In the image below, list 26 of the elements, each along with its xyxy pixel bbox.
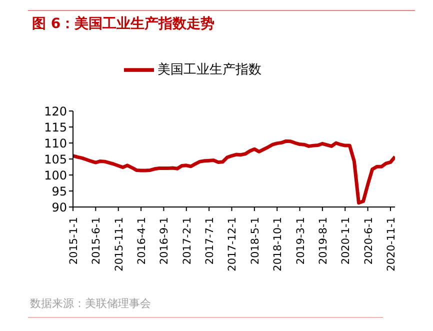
x-tick-label: 2020-11-1 (385, 217, 398, 272)
y-tick-label: 95 (52, 184, 67, 198)
x-tick-label: 2015-6-1 (90, 217, 103, 265)
x-tick-label: 2016-4-1 (136, 217, 148, 265)
x-tick-label: 2016-9-1 (158, 217, 171, 265)
source-note: 数据来源：美联储理事会 (30, 296, 151, 311)
x-tick-label: 2015-11-1 (113, 217, 126, 272)
y-tick-label: 115 (44, 120, 67, 134)
y-tick-label: 120 (44, 104, 67, 118)
x-tick-label: 2017-7-1 (204, 217, 216, 265)
y-tick-label: 105 (44, 152, 67, 166)
x-tick-label: 2015-1-1 (68, 217, 80, 265)
line-series (73, 139, 395, 205)
x-tick-label: 2017-2-1 (181, 217, 194, 265)
y-tick-label: 90 (52, 200, 67, 214)
x-tick-label: 2018-5-1 (249, 217, 262, 265)
chart-title: 图 6：美国工业生产指数走势 (32, 15, 215, 33)
x-tick-label: 2020-6-1 (362, 217, 375, 265)
x-tick-label: 2017-12-1 (226, 217, 239, 272)
x-tick-label: 2018-10-1 (272, 217, 284, 272)
x-tick-label: 2019-3-1 (294, 217, 307, 265)
x-tick-label: 2020-1-1 (340, 217, 352, 265)
x-tick-label: 2019-8-1 (317, 217, 330, 265)
y-tick-label: 110 (44, 136, 67, 150)
y-tick-label: 100 (44, 168, 67, 182)
legend-label: 美国工业生产指数 (158, 62, 262, 78)
